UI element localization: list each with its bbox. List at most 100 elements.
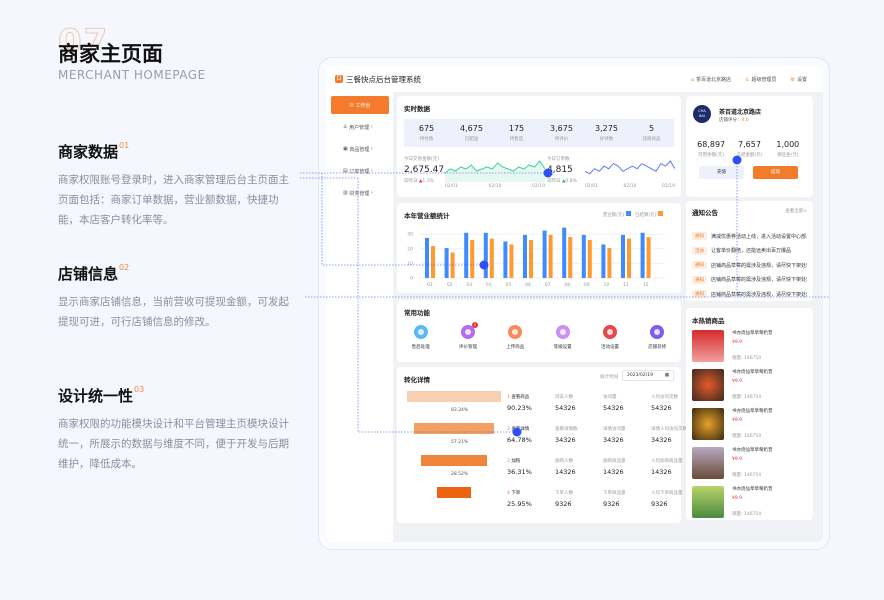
bar-settled [548,234,553,278]
stat-item[interactable]: 3,275 好评数 [595,124,618,142]
sparkline-line [445,160,545,174]
x-tick-label: 05 [506,282,512,288]
gear-icon: ⚙ [790,76,795,83]
store-stat: 1,000 保证金(元) [776,140,800,158]
hot-products-card: 本热销商品 书亦烧仙草草莓奶昔 ¥9.9 销量: 146754 书亦烧仙草草莓奶昔 ¥9… [686,308,813,520]
product-item[interactable]: 书亦烧仙草草莓奶昔 ¥9.9 销量: 146754 [692,447,807,485]
card-title: 本热销商品 [692,317,725,325]
funnel-bar [437,487,471,498]
stat-item[interactable]: 4,675 已配送 [460,124,483,142]
funnel-bar [421,455,487,466]
section-design-consistency: 设计统一性03 商家权限的功能模块设计和平台管理主页模块设计统一，所展示的数据与… [58,385,293,474]
y-tick-label: 0 [410,276,413,282]
x-tick-label: 02 [447,282,453,288]
section-merchant-data: 商家数据01 商家权限账号登录时，进入商家管理后台主页面主页面包括：商家订单数据… [58,141,293,230]
withdraw-button[interactable]: 提现 [753,166,798,179]
notice-item[interactable]: 通知 店铺商品草莓的需涉及违规，请尽快下架处理 [692,273,807,288]
product-item[interactable]: 书亦烧仙草草莓奶昔 ¥9.9 销量: 146754 [692,486,807,524]
sidebar-item-users[interactable]: ♙ 用户管理 › [343,124,373,131]
funnel-step: 4 下单 25.95% 下单人数 9326 下单商品量 9326 人均下单商品量 9326 [507,491,683,508]
chart-title: 本年营业额统计 [404,212,450,220]
amount-sparkline [445,160,545,182]
bar-settled [509,244,514,278]
sparkline-line [585,160,675,175]
product-image [692,330,724,362]
section-title: 商家数据 [58,143,119,161]
x-tick-label: 01 [427,282,433,288]
x-tick-label: 03 [486,282,492,288]
store-stat: 7,657 冻结金额(元) [736,140,763,158]
admin-app: D 三餐快点后台管理系统 ⌂ 茶百道北京路店 ♙ 超级管理员 ⚙ 设置 ◎ 工作台 ♙… [327,66,823,542]
legend: 营业额(元) 已结算(元) [603,211,663,218]
orders-sparkline [585,160,675,175]
store-link[interactable]: ⌂ 茶百道北京路店 [690,76,731,83]
sidebar-item-workbench[interactable]: ◎ 工作台 [331,96,389,114]
sidebar-item-products[interactable]: ▣ 商品管理 › [343,146,373,153]
x-tick-label: 03 [466,282,472,288]
funnel-step: 1 查看商品 90.23% 浏览人数 54326 访问量 54326 人均访问次数 54326 [507,395,678,412]
amount-block: 今日交易金额(元) 2,675.47 较昨日 ▲1.3% [404,156,544,184]
bar-revenue [621,234,625,278]
store-logo: CHA BAI [693,105,711,123]
product-image [692,486,724,518]
bar-settled [627,238,631,278]
realtime-card: 实时数据 675 待付款 4,675 已配送 175 待售后 3,675 待评价 3,275 好评… [397,96,681,197]
bar-settled [470,240,475,278]
amount-label: 今日交易金额(元) [404,157,440,162]
function-icon [555,325,570,339]
funnel-rate: 28.52% [451,472,469,477]
card-title: 转化详情 [404,376,430,384]
notice-item[interactable]: 活动 让客单价翻倍，还能远卖出百万爆品 [692,244,807,259]
x-tick-label: 07 [545,282,551,288]
amount-value: 2,675.47 [404,165,445,175]
bar-revenue [444,248,449,278]
product-image [692,408,724,440]
x-tick-label: 10 [604,282,610,288]
stat-item[interactable]: 3,675 待评价 [550,124,573,142]
revenue-chart-card: 本年营业额统计 营业额(元) 已结算(元) 0 10 20 30 01 02 03 03 05 0… [397,203,681,293]
notice-item[interactable]: 通知 店铺商品草莓的需涉及违规，请尽快下架处理 [692,258,807,273]
function-icon: 5 [460,322,478,339]
product-item[interactable]: 书亦烧仙草草莓奶昔 ¥9.9 销量: 146754 [692,369,807,407]
bar-revenue [425,237,429,278]
bar-revenue [503,241,508,278]
functions-card: 常用功能 售后处理 5 评价管理 上传商品 等级设置 活动设置 店铺装修 [397,300,681,362]
funnel-step: 3 加购 36.31% 加购人数 14326 加购商品量 14326 人均加购商品量 1432… [507,459,683,476]
function-item[interactable]: 5 评价管理 [458,322,478,350]
date-picker[interactable]: 2023/02/19 ▦ [622,370,674,381]
product-item[interactable]: 书亦烧仙草草莓奶昔 ¥9.9 销量: 146754 [692,330,807,368]
card-title: 常用功能 [404,309,430,317]
y-tick-label: 30 [407,232,413,238]
y-tick-label: 10 [407,261,413,267]
section-store-info: 店铺信息02 显示商家店铺信息，当前营收可提现金额，可发起提现可进，可行店铺信息… [58,263,293,332]
notice-item[interactable]: 通知 店铺商品草莓的需涉及违规，请尽快下架处理 [692,287,807,302]
function-item[interactable]: 店铺装修 [634,325,680,350]
product-item[interactable]: 书亦烧仙草草莓奶昔 ¥9.9 销量: 146754 [692,408,807,446]
sidebar-item-orders[interactable]: ▤ 订单管理 › [343,168,373,175]
sidebar-item-finance[interactable]: ▥ 财务管理 › [343,190,373,197]
recharge-button[interactable]: 充值 [699,166,744,179]
x-tick-label: 06 [525,282,531,288]
x-tick-label: 11 [623,282,629,288]
function-item[interactable]: 售后处理 [398,325,444,350]
function-item[interactable]: 等级设置 [540,325,586,350]
funnel-rate: 57.21% [451,440,469,445]
product-image [692,447,724,479]
stat-item[interactable]: 5 违规商品 [642,124,661,142]
stat-strip: 675 待付款 4,675 已配送 175 待售后 3,675 待评价 3,275 好评数 5 违规商… [404,119,674,147]
section-num: 03 [134,385,145,394]
notices-card: 通知公告 查看全部> 通知 满减优惠券活动上线，进入活动设置中心部... 活动 让客单… [686,201,813,301]
stat-item[interactable]: 675 待付款 [418,124,435,142]
bar-revenue [523,234,527,278]
function-item[interactable]: 活动设置 [587,325,633,350]
card-title: 实时数据 [404,105,430,113]
settings-link[interactable]: ⚙ 设置 [790,76,808,83]
bar-revenue [542,230,547,278]
admin-link[interactable]: ♙ 超级管理员 [745,76,777,83]
section-title: 店铺信息 [58,265,119,283]
notice-item[interactable]: 通知 满减优惠券活动上线，进入活动设置中心部... [692,229,807,244]
view-all-link[interactable]: 查看全部> [785,209,807,214]
function-item[interactable]: 上传商品 [492,325,538,350]
stat-item[interactable]: 175 待售后 [508,124,525,142]
